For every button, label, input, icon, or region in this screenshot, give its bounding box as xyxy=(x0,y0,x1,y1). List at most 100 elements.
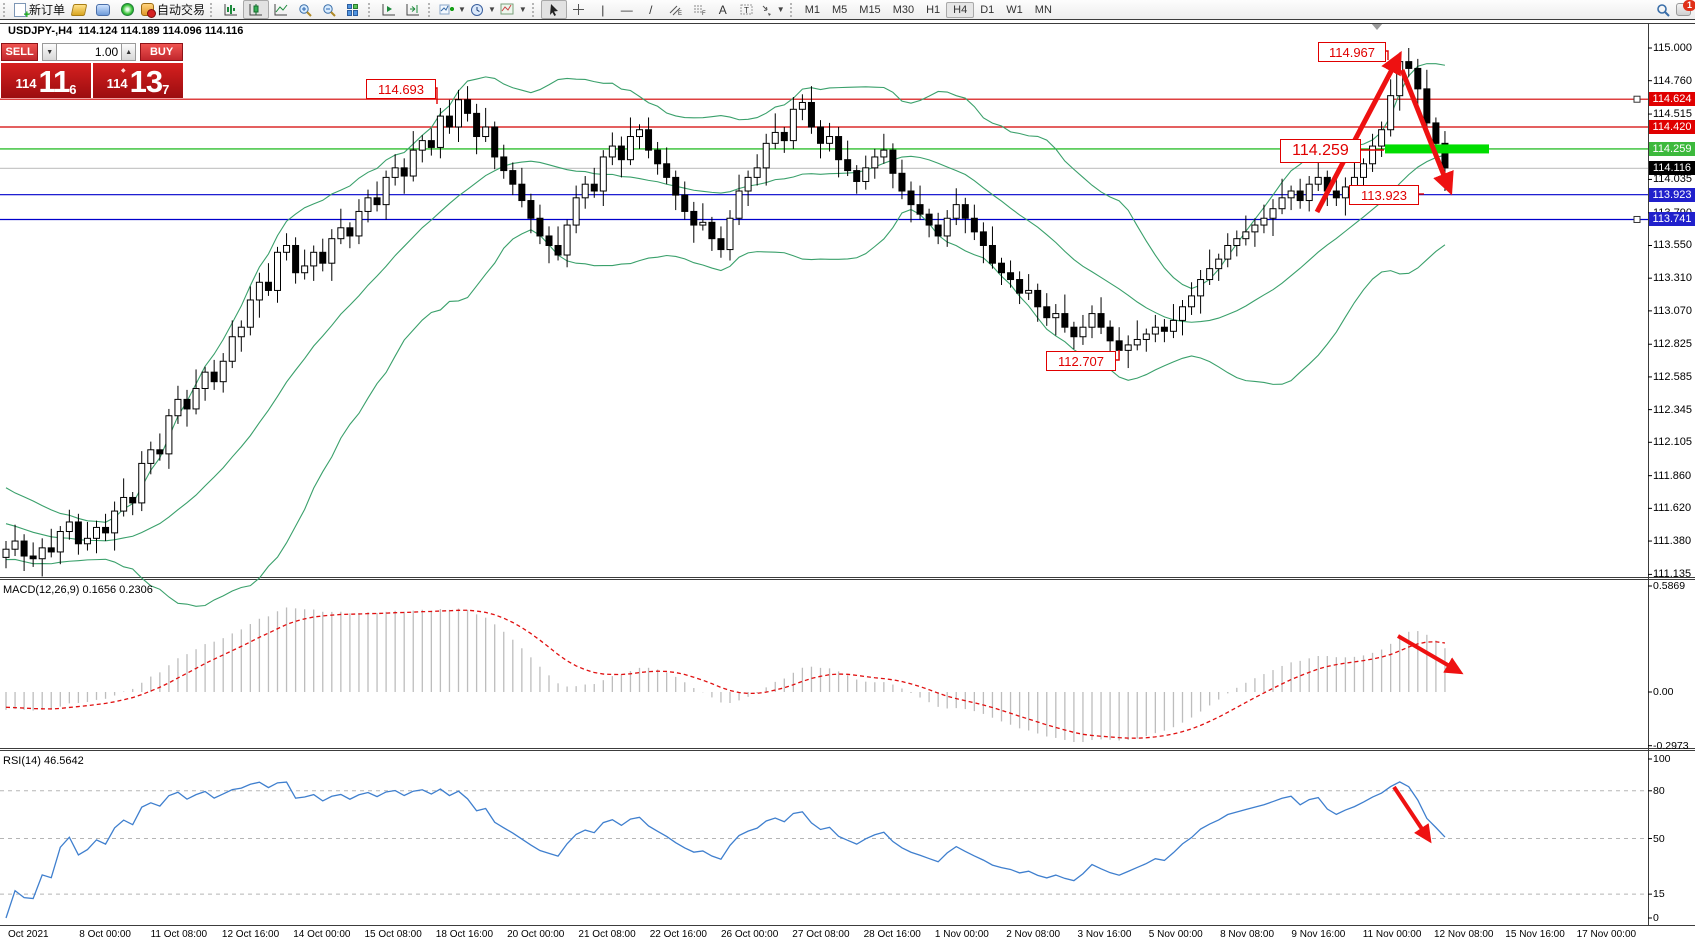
svg-text:F: F xyxy=(702,11,706,16)
trend-arrow[interactable] xyxy=(1396,634,1464,675)
bollinger-lower[interactable] xyxy=(5,208,1446,607)
notifications-icon[interactable]: 1 xyxy=(1676,0,1695,16)
candle xyxy=(998,262,1005,274)
green-zone-rectangle[interactable] xyxy=(1385,144,1489,154)
price-label-114.693[interactable]: 114.693 xyxy=(366,79,436,99)
search-icon[interactable] xyxy=(1656,3,1670,17)
candle xyxy=(455,99,462,128)
candle xyxy=(1305,183,1313,202)
line-anchor-handle[interactable] xyxy=(1633,95,1641,103)
templates-button[interactable]: ▼ xyxy=(498,1,529,18)
candle xyxy=(907,190,915,206)
equidistant-channel-button[interactable]: E xyxy=(663,1,687,18)
candle xyxy=(581,183,589,199)
timeframe-D1[interactable]: D1 xyxy=(980,3,995,16)
sell-button[interactable]: SELL xyxy=(1,43,39,61)
trend-arrow[interactable] xyxy=(1399,69,1454,196)
candle xyxy=(590,183,598,192)
timeframe-MN[interactable]: MN xyxy=(1034,3,1052,16)
price-label-113.923[interactable]: 113.923 xyxy=(1349,185,1419,205)
candle xyxy=(56,531,64,553)
candle xyxy=(47,547,55,553)
zoom-out-button[interactable] xyxy=(317,1,341,18)
bollinger-upper[interactable] xyxy=(5,63,1446,523)
templates-icon xyxy=(500,3,514,15)
line-anchor-handle[interactable] xyxy=(1633,215,1641,223)
text-label-button[interactable]: T xyxy=(735,1,759,18)
candle xyxy=(798,101,806,110)
vertical-line-button[interactable]: | xyxy=(601,2,605,17)
zoom-in-button[interactable] xyxy=(293,1,317,18)
bollinger-middle[interactable] xyxy=(5,154,1446,542)
candle xyxy=(102,526,110,534)
volume-input[interactable] xyxy=(57,43,122,61)
text-button[interactable]: A xyxy=(718,2,727,17)
candle xyxy=(1396,61,1404,97)
candle xyxy=(1224,244,1232,260)
candle xyxy=(1034,289,1042,308)
chart-shift-button[interactable] xyxy=(377,1,401,18)
indicators-button[interactable]: ▼ xyxy=(437,1,468,18)
arrows-button[interactable]: ▼ xyxy=(759,1,787,18)
data-window-button[interactable] xyxy=(91,1,115,18)
new-order-button[interactable]: + 新订单 xyxy=(12,1,67,20)
timeframe-M5[interactable]: M5 xyxy=(832,3,848,16)
periods-clock-icon xyxy=(470,3,483,16)
line-chart-button[interactable] xyxy=(269,1,293,18)
auto-scroll-button[interactable] xyxy=(401,1,425,18)
candle xyxy=(337,227,345,240)
bid-price-tile[interactable]: 114 11 6 xyxy=(1,63,91,98)
crosshair-button[interactable] xyxy=(567,1,591,18)
trade-controls-row: SELL ▼ ▲ BUY xyxy=(1,43,183,61)
timeframe-M1[interactable]: M1 xyxy=(804,3,820,16)
volume-up-button[interactable]: ▲ xyxy=(121,43,137,61)
tile-windows-button[interactable] xyxy=(341,1,365,18)
strategy-signal-button[interactable] xyxy=(115,1,139,18)
price-label-114.967[interactable]: 114.967 xyxy=(1318,42,1386,62)
ask-price-tile[interactable]: ◆ 114 13 7 xyxy=(93,63,183,98)
chart-shift-icon xyxy=(382,4,396,16)
candle xyxy=(1115,340,1123,351)
market-watch-button[interactable] xyxy=(67,1,91,18)
toolbar-grip[interactable] xyxy=(210,2,216,17)
timeframe-M15[interactable]: M15 xyxy=(859,3,881,16)
timeframe-H1[interactable]: H1 xyxy=(926,3,941,16)
timeframe-W1[interactable]: W1 xyxy=(1006,3,1023,16)
toolbar-grip[interactable] xyxy=(789,2,796,17)
bar-chart-icon xyxy=(224,4,238,16)
fibonacci-icon: F xyxy=(693,5,706,16)
candle xyxy=(20,540,28,557)
horizontal-line-button[interactable]: — xyxy=(620,2,633,17)
candle xyxy=(672,176,680,196)
timeframe-M30[interactable]: M30 xyxy=(892,3,915,16)
candle xyxy=(663,163,671,178)
price-label-114.259[interactable]: 114.259 xyxy=(1280,139,1361,163)
auto-scroll-icon xyxy=(406,4,420,16)
candlestick-chart-button[interactable] xyxy=(243,0,270,19)
candle xyxy=(382,176,390,206)
toolbar-grip[interactable] xyxy=(531,2,538,17)
toolbar-grip[interactable] xyxy=(3,2,9,17)
auto-trading-button[interactable]: 自动交易 xyxy=(139,1,207,18)
candle xyxy=(192,388,200,410)
candle xyxy=(1088,313,1096,328)
timeframe-H4[interactable]: H4 xyxy=(946,1,975,18)
candle xyxy=(1106,326,1114,342)
bar-chart-button[interactable] xyxy=(219,1,243,18)
fibonacci-button[interactable]: F xyxy=(687,1,711,18)
toolbar-grip[interactable] xyxy=(428,2,434,17)
candle xyxy=(274,251,281,291)
trend-arrow[interactable] xyxy=(1392,785,1432,844)
candle xyxy=(554,244,562,256)
toolbar-grip[interactable] xyxy=(368,2,374,17)
trend-arrow[interactable] xyxy=(1314,50,1402,214)
candle xyxy=(255,281,263,301)
price-label-112.707[interactable]: 112.707 xyxy=(1046,351,1116,371)
candle xyxy=(871,156,879,169)
buy-button[interactable]: BUY xyxy=(140,43,183,61)
volume-down-button[interactable]: ▼ xyxy=(42,43,58,61)
periods-button[interactable]: ▼ xyxy=(468,1,498,18)
trendline-button[interactable]: / xyxy=(649,2,653,17)
cursor-button[interactable] xyxy=(540,0,567,19)
